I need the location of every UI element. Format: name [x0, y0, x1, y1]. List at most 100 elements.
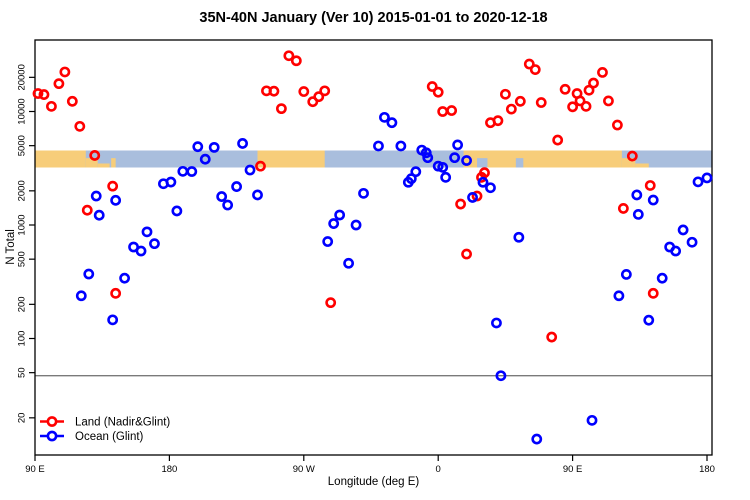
land-data-point: [574, 95, 586, 107]
land-data-point: [66, 95, 78, 107]
land-data-point: [53, 78, 65, 90]
y-tick-label: 200: [17, 296, 28, 312]
ocean-data-point: [437, 161, 449, 173]
land-data-point: [626, 150, 638, 162]
ocean-data-point: [171, 205, 183, 217]
land-data-point: [432, 86, 444, 98]
map-band-ocean-patch: [515, 158, 524, 168]
legend-marker-circle: [46, 430, 58, 442]
ocean-data-point: [90, 190, 102, 202]
ocean-data-point: [322, 236, 334, 247]
land-data-point: [499, 88, 511, 100]
y-tick-label: 1000: [17, 214, 28, 235]
ocean-data-point: [420, 147, 432, 159]
land-data-point: [46, 100, 57, 112]
land-data-point: [59, 66, 71, 78]
ocean-data-point: [83, 268, 95, 280]
land-data-point: [283, 50, 295, 62]
map-band-land-segment: [97, 163, 110, 168]
ocean-data-point: [686, 236, 698, 248]
land-data-point: [583, 84, 595, 96]
ocean-data-point: [244, 164, 256, 176]
ocean-data-point: [199, 153, 211, 165]
ocean-data-point: [701, 172, 713, 184]
x-tick-label: 0: [436, 464, 441, 475]
land-data-point: [38, 89, 50, 100]
land-data-point: [514, 95, 526, 107]
land-data-point: [74, 120, 86, 132]
map-band-land-segment: [621, 158, 636, 168]
land-data-point: [255, 160, 266, 172]
ocean-data-point: [395, 140, 407, 152]
ocean-data-point: [208, 141, 220, 153]
land-data-point: [523, 58, 535, 70]
map-band-ocean-patch: [477, 158, 488, 168]
legend-label-ocean: Ocean (Glint): [75, 431, 144, 443]
ocean-data-point: [373, 140, 384, 152]
ocean-data-point: [677, 224, 689, 236]
ocean-data-point: [177, 165, 189, 177]
land-data-point: [535, 97, 547, 108]
ocean-data-point: [632, 208, 644, 220]
ocean-data-point: [670, 245, 682, 257]
y-tick-label: 20000: [17, 64, 28, 90]
ocean-data-point: [449, 152, 461, 164]
map-band-land-segment: [463, 150, 622, 168]
land-data-point: [426, 81, 438, 92]
x-tick-label: 90 W: [293, 464, 315, 475]
x-tick-label: 90 E: [25, 464, 45, 475]
ocean-data-point: [613, 290, 625, 302]
x-axis-title: Longitude (deg E): [327, 476, 420, 488]
land-data-point: [647, 287, 659, 299]
ocean-data-point: [531, 433, 543, 445]
ocean-data-point: [656, 272, 668, 284]
ocean-data-point: [379, 111, 390, 123]
land-data-point: [319, 85, 331, 97]
ocean-data-point: [586, 414, 598, 426]
ocean-data-point: [141, 226, 153, 238]
chart-title: 35N-40N January (Ver 10) 2015-01-01 to 2…: [199, 10, 548, 26]
land-data-point: [505, 103, 517, 115]
land-data-point: [567, 101, 578, 113]
ocean-data-point: [485, 182, 496, 194]
y-tick-label: 5000: [17, 135, 28, 156]
ocean-data-point: [165, 176, 177, 188]
map-band-land-segment: [85, 158, 98, 168]
y-tick-label: 2000: [17, 180, 28, 201]
land-data-point: [81, 204, 93, 216]
ocean-data-point: [358, 187, 369, 199]
land-data-point: [588, 77, 599, 89]
ocean-data-point: [252, 189, 263, 201]
ocean-data-point: [692, 176, 704, 188]
y-tick-label: 100: [17, 331, 28, 347]
ocean-data-point: [343, 257, 354, 269]
land-data-point: [107, 180, 119, 192]
land-data-point: [644, 180, 656, 191]
ocean-data-point: [192, 141, 204, 153]
ocean-data-point: [643, 314, 655, 326]
x-tick-label: 180: [161, 464, 177, 475]
map-band-land-segment: [257, 150, 325, 168]
plot-frame: [34, 39, 713, 456]
land-data-point: [89, 150, 101, 161]
land-data-point: [546, 331, 558, 343]
ocean-data-point: [402, 176, 414, 188]
y-tick-label: 20: [17, 413, 28, 424]
map-band-land-segment: [35, 150, 86, 168]
ocean-data-point: [631, 189, 643, 201]
y-tick-label: 500: [17, 251, 28, 267]
ocean-data-point: [386, 117, 398, 129]
legend-marker-circle: [46, 416, 58, 427]
land-data-point: [110, 287, 122, 299]
ocean-data-point: [477, 176, 489, 188]
ocean-data-point: [75, 290, 87, 302]
ocean-data-point: [149, 238, 160, 250]
ocean-data-point: [119, 272, 130, 284]
y-tick-label: 10000: [17, 98, 28, 124]
ocean-data-point: [491, 317, 502, 329]
ocean-data-point: [107, 314, 119, 326]
land-data-point: [617, 203, 629, 214]
land-data-point: [479, 167, 490, 179]
